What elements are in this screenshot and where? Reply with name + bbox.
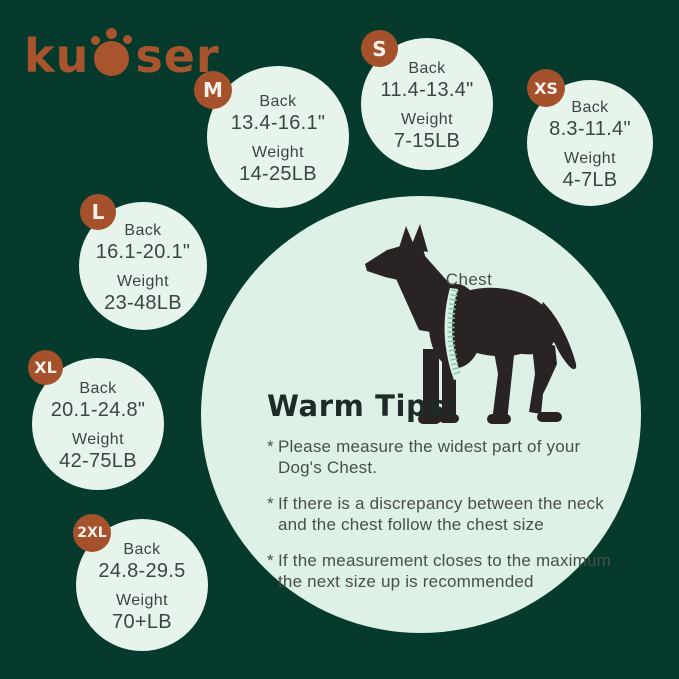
- weight-value: 23-48LB: [104, 291, 182, 314]
- warm-tips-section: Warm Tips: * Please measure the widest p…: [267, 389, 619, 607]
- size-badge-2xl: 2XL: [73, 514, 111, 552]
- tip-item: * If the measurement closes to the maxim…: [267, 550, 619, 592]
- back-label: Back: [123, 540, 161, 558]
- weight-label: Weight: [72, 430, 124, 448]
- tip-item: * Please measure the widest part of your…: [267, 436, 619, 478]
- tip-bullet: *: [267, 494, 274, 513]
- weight-label: Weight: [252, 143, 304, 161]
- measuring-tape-icon: [444, 288, 462, 380]
- tip-text: If there is a discrepancy between the ne…: [278, 494, 604, 534]
- brand-prefix: ku: [24, 29, 90, 83]
- back-label: Back: [571, 98, 609, 116]
- chest-label: Chest: [445, 270, 493, 289]
- weight-value: 7-15LB: [393, 129, 461, 152]
- size-badge-xs: XS: [527, 69, 565, 107]
- weight-value: 14-25LB: [239, 162, 317, 185]
- back-value: 11.4-13.4": [380, 78, 474, 101]
- brand-logo: ku ser: [24, 24, 220, 83]
- paw-print-icon: [91, 26, 133, 78]
- size-badge-m: M: [194, 71, 232, 109]
- size-circle-2xl: Back 24.8-29.5 Weight 70+LB: [76, 519, 208, 651]
- weight-value: 4-7LB: [562, 168, 618, 191]
- dog-diagram: [363, 224, 578, 429]
- back-label: Back: [124, 221, 162, 239]
- warm-tips-title: Warm Tips:: [267, 389, 458, 423]
- back-label: Back: [79, 379, 117, 397]
- tip-text: Please measure the widest part of your D…: [278, 437, 581, 477]
- back-value: 13.4-16.1": [230, 111, 326, 134]
- weight-label: Weight: [401, 110, 453, 128]
- weight-label: Weight: [117, 272, 169, 290]
- back-value: 8.3-11.4": [549, 117, 631, 140]
- brand-suffix: ser: [135, 29, 220, 83]
- size-badge-l: L: [80, 194, 116, 230]
- back-value: 20.1-24.8": [50, 398, 146, 421]
- weight-value: 70+LB: [112, 610, 172, 633]
- weight-label: Weight: [116, 591, 168, 609]
- size-badge-xl: XL: [28, 350, 63, 385]
- weight-value: 42-75LB: [59, 449, 137, 472]
- tip-item: * If there is a discrepancy between the …: [267, 493, 619, 535]
- size-badge-s: S: [361, 30, 398, 67]
- back-label: Back: [259, 92, 297, 110]
- dog-silhouette-icon: [365, 224, 577, 424]
- back-value: 24.8-29.5: [98, 559, 186, 582]
- tip-bullet: *: [267, 437, 274, 456]
- back-label: Back: [408, 59, 446, 77]
- tip-text: If the measurement closes to the maximum…: [278, 551, 612, 591]
- tip-bullet: *: [267, 551, 274, 570]
- size-circle-xs: Back 8.3-11.4" Weight 4-7LB: [527, 80, 653, 206]
- weight-label: Weight: [564, 149, 616, 167]
- back-value: 16.1-20.1": [95, 240, 191, 263]
